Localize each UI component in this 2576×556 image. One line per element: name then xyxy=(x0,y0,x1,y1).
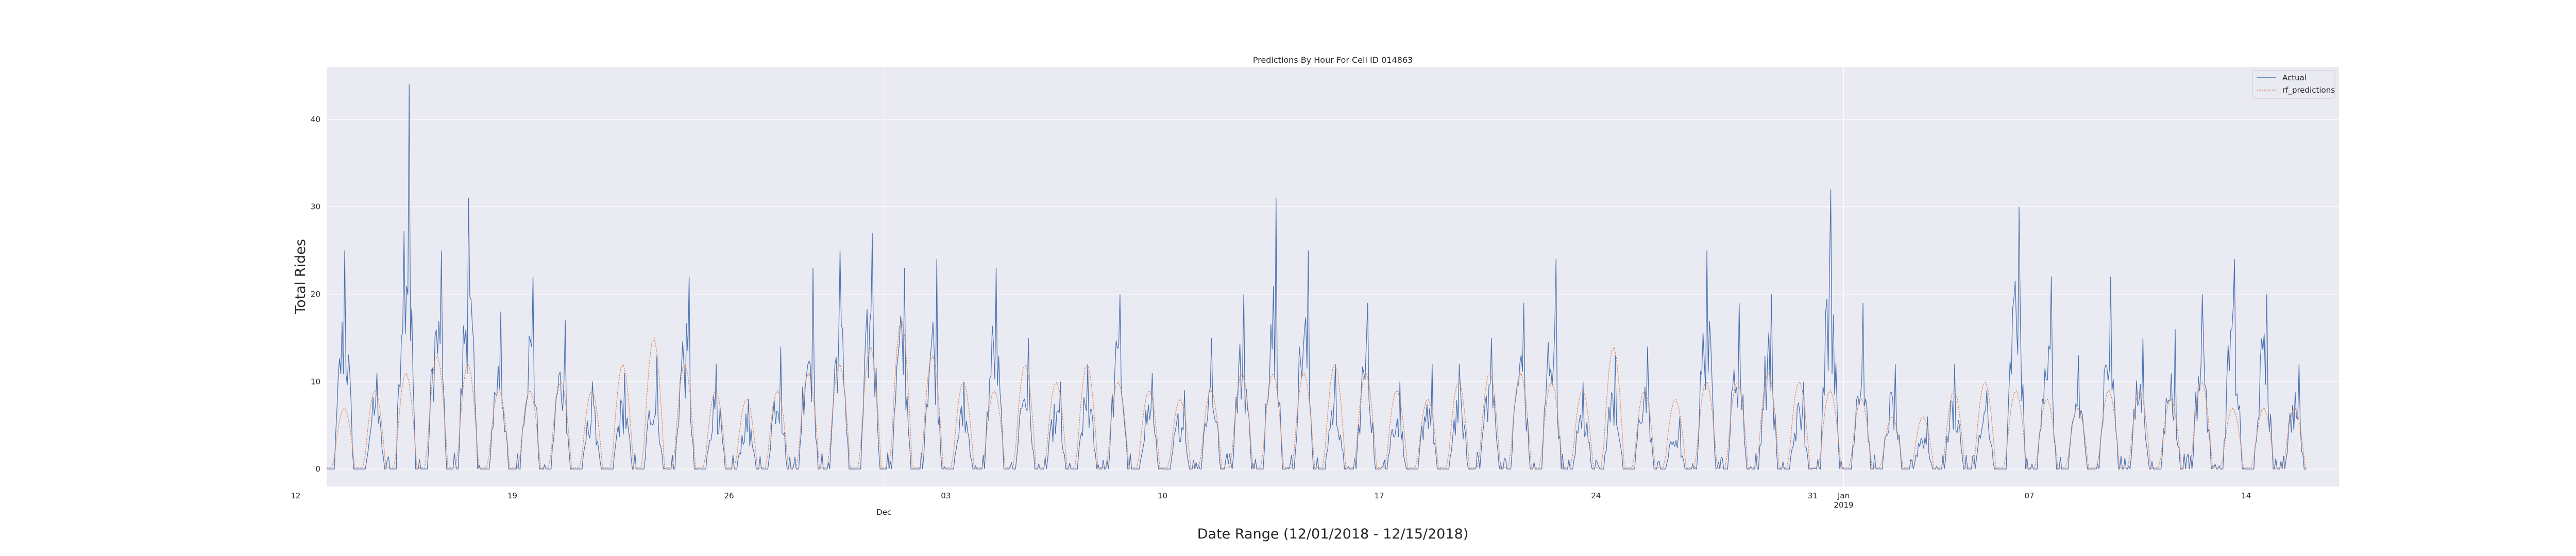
y-tick-label: 40 xyxy=(311,115,320,124)
x-tick-label: 31 xyxy=(1808,491,1818,500)
series-line-actual xyxy=(327,84,2307,471)
x-tick-label: 14 xyxy=(2241,491,2251,500)
legend-label-rf-predictions: rf_predictions xyxy=(2282,85,2335,95)
x-tick-label: 07 xyxy=(2025,491,2035,500)
chart-title: Predictions By Hour For Cell ID 014863 xyxy=(1253,55,1413,65)
series-group xyxy=(327,84,2307,471)
x-tick-label: 26 xyxy=(724,491,734,500)
y-tick-label: 0 xyxy=(315,464,320,474)
x-tick-label: 03 xyxy=(941,491,951,500)
x-tick-sublabel: 2019 xyxy=(1834,500,1853,510)
x-tick-label: 12 xyxy=(291,491,300,500)
series-line-rf-predictions xyxy=(327,320,2306,470)
y-axis-label: Total Rides xyxy=(293,239,309,315)
x-tick-label: 24 xyxy=(1591,491,1601,500)
x-tick-label: 10 xyxy=(1158,491,1167,500)
y-tick-label: 10 xyxy=(311,377,320,386)
x-tick-label: 17 xyxy=(1375,491,1384,500)
y-tick-label: 20 xyxy=(311,289,320,299)
legend-label-actual: Actual xyxy=(2282,73,2307,82)
plot-area xyxy=(327,67,2339,486)
legend: Actual rf_predictions xyxy=(2252,70,2335,99)
y-axis-ticks: 0 10 20 30 40 xyxy=(311,115,320,474)
y-tick-label: 30 xyxy=(311,202,320,212)
x-tick-sublabel: Dec xyxy=(876,508,891,517)
x-axis-label: Date Range (12/01/2018 - 12/15/2018) xyxy=(1197,526,1469,542)
x-tick-label: 19 xyxy=(507,491,517,500)
x-tick-label: Jan xyxy=(1837,491,1850,500)
